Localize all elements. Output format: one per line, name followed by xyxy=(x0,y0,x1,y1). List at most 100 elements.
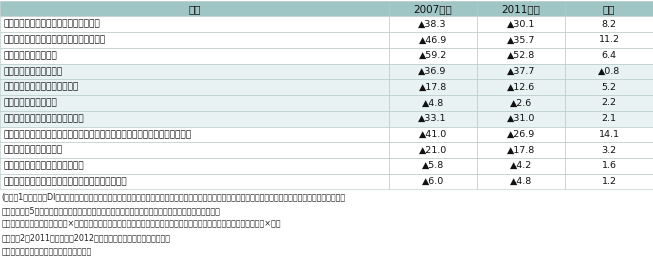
Bar xyxy=(389,16,477,32)
Text: 2.1: 2.1 xyxy=(601,114,616,123)
Text: 商業者や事業者が協力して活性化に取組んでいる街: 商業者や事業者が協力して活性化に取組んでいる街 xyxy=(4,177,127,186)
Bar xyxy=(389,1,477,16)
Bar xyxy=(389,126,477,142)
Bar xyxy=(389,64,477,79)
Text: ▲0.8: ▲0.8 xyxy=(597,67,620,76)
Text: 1.2: 1.2 xyxy=(601,177,616,186)
Text: ▲36.9: ▲36.9 xyxy=(419,67,447,76)
Text: だれもが働きたくなるような魅力ある街: だれもが働きたくなるような魅力ある街 xyxy=(4,20,101,29)
Text: 2.2: 2.2 xyxy=(601,98,616,107)
Text: ▲26.9: ▲26.9 xyxy=(507,130,535,139)
Text: 商品の品質が良い: 商品の品質が良い xyxy=(4,98,57,107)
Bar xyxy=(477,142,565,158)
Text: ▲41.0: ▲41.0 xyxy=(419,130,447,139)
Text: 2011年度: 2011年度 xyxy=(502,4,540,14)
Text: ▲38.3: ▲38.3 xyxy=(419,20,447,29)
Text: 2　2011年度調査は2012年２月から３月に実施されている。: 2 2011年度調査は2012年２月から３月に実施されている。 xyxy=(1,233,170,242)
Bar xyxy=(477,1,565,16)
Bar xyxy=(565,111,653,126)
Bar xyxy=(389,48,477,64)
Text: ▲4.8: ▲4.8 xyxy=(509,177,532,186)
Text: ▲6.0: ▲6.0 xyxy=(421,177,444,186)
Text: 11.2: 11.2 xyxy=(598,36,620,45)
Bar xyxy=(389,95,477,111)
Text: 14.1: 14.1 xyxy=(598,130,620,139)
Text: ▲59.2: ▲59.2 xyxy=(419,51,447,60)
Text: 楽しい時間を過ごせる街: 楽しい時間を過ごせる街 xyxy=(4,146,63,155)
Bar xyxy=(0,142,389,158)
Text: 共通駐車券、レンタサイクル、子供の一時預りなどのサービスが受けられる街: 共通駐車券、レンタサイクル、子供の一時預りなどのサービスが受けられる街 xyxy=(4,130,192,139)
Bar xyxy=(565,142,653,158)
Bar xyxy=(0,16,389,32)
Bar xyxy=(389,111,477,126)
Text: ▲4.8: ▲4.8 xyxy=(421,98,444,107)
Text: ▲33.1: ▲33.1 xyxy=(419,114,447,123)
Bar xyxy=(477,158,565,174)
Text: ▲21.0: ▲21.0 xyxy=(419,146,447,155)
Text: ▲35.7: ▲35.7 xyxy=(507,36,535,45)
Text: 商品の品揃えが豊富: 商品の品揃えが豊富 xyxy=(4,67,63,76)
Text: 5.2: 5.2 xyxy=(601,83,616,92)
Text: 新しいビジネスを起こすチャンスがある街: 新しいビジネスを起こすチャンスがある街 xyxy=(4,36,106,45)
Bar xyxy=(389,142,477,158)
Bar xyxy=(477,32,565,48)
Text: ▲17.8: ▲17.8 xyxy=(419,83,447,92)
Text: の5段階で回答を求めた結果を使い、肯定、否定の度合いに応じて回答率を算出したもの。: の5段階で回答を求めた結果を使い、肯定、否定の度合いに応じて回答率を算出したもの… xyxy=(1,206,220,215)
Bar xyxy=(0,48,389,64)
Bar xyxy=(565,126,653,142)
Text: 増減: 増減 xyxy=(603,4,615,14)
Bar xyxy=(0,158,389,174)
Bar xyxy=(565,16,653,32)
Bar xyxy=(477,111,565,126)
Bar xyxy=(0,126,389,142)
Bar xyxy=(477,95,565,111)
Text: 資料）　宮崎市「宮崎市市民満足度調査」: 資料） 宮崎市「宮崎市市民満足度調査」 xyxy=(1,247,91,256)
Bar xyxy=(565,48,653,64)
Bar xyxy=(0,95,389,111)
Text: ▲46.9: ▲46.9 xyxy=(419,36,447,45)
Text: 魅力的な店舗が多い街: 魅力的な店舗が多い街 xyxy=(4,51,57,60)
Bar xyxy=(0,32,389,48)
Bar xyxy=(389,174,477,189)
Text: ▲31.0: ▲31.0 xyxy=(507,114,535,123)
Text: 8.2: 8.2 xyxy=(601,20,616,29)
Bar xyxy=(0,79,389,95)
Text: (注）　1　満足度（DI値）はそれぞれの項目に対しての満足度を、「思う」、「やや思う」、「どちらともいえない」、「そんなに思わない」、「思わない」: (注） 1 満足度（DI値）はそれぞれの項目に対しての満足度を、「思う」、「やや… xyxy=(1,192,345,201)
Text: 気軽に立ち寄れる親しみやすい街: 気軽に立ち寄れる親しみやすい街 xyxy=(4,161,84,170)
Text: 手ごろな価格の商品が多い: 手ごろな価格の商品が多い xyxy=(4,83,79,92)
Bar xyxy=(477,48,565,64)
Text: ▲4.2: ▲4.2 xyxy=(509,161,532,170)
Bar xyxy=(477,174,565,189)
Text: ▲5.8: ▲5.8 xyxy=(421,161,444,170)
Bar xyxy=(565,1,653,16)
Bar xyxy=(477,64,565,79)
Bar xyxy=(565,32,653,48)
Text: 3.2: 3.2 xyxy=(601,146,616,155)
Bar xyxy=(0,1,389,16)
Bar xyxy=(477,79,565,95)
Bar xyxy=(565,174,653,189)
Bar xyxy=(477,16,565,32)
Text: ▲30.1: ▲30.1 xyxy=(507,20,535,29)
Bar xyxy=(565,79,653,95)
Text: （「思う」の回答率×２＋「やや思う」の回答率）－（「そんなに思わない」の回答率＋「思わない」の回答率×２）: （「思う」の回答率×２＋「やや思う」の回答率）－（「そんなに思わない」の回答率＋… xyxy=(1,220,281,229)
Bar xyxy=(565,64,653,79)
Text: 6.4: 6.4 xyxy=(601,51,616,60)
Bar xyxy=(565,158,653,174)
Text: 項目: 項目 xyxy=(188,4,200,14)
Bar xyxy=(477,126,565,142)
Text: 1.6: 1.6 xyxy=(601,161,616,170)
Bar xyxy=(389,32,477,48)
Text: 2007年度: 2007年度 xyxy=(413,4,452,14)
Bar xyxy=(0,174,389,189)
Bar xyxy=(389,79,477,95)
Text: 営業時間を気にしないで良い: 営業時間を気にしないで良い xyxy=(4,114,84,123)
Bar xyxy=(0,111,389,126)
Text: ▲12.6: ▲12.6 xyxy=(507,83,535,92)
Bar xyxy=(0,64,389,79)
Bar xyxy=(565,95,653,111)
Text: ▲37.7: ▲37.7 xyxy=(507,67,535,76)
Text: ▲17.8: ▲17.8 xyxy=(507,146,535,155)
Bar xyxy=(389,158,477,174)
Text: ▲52.8: ▲52.8 xyxy=(507,51,535,60)
